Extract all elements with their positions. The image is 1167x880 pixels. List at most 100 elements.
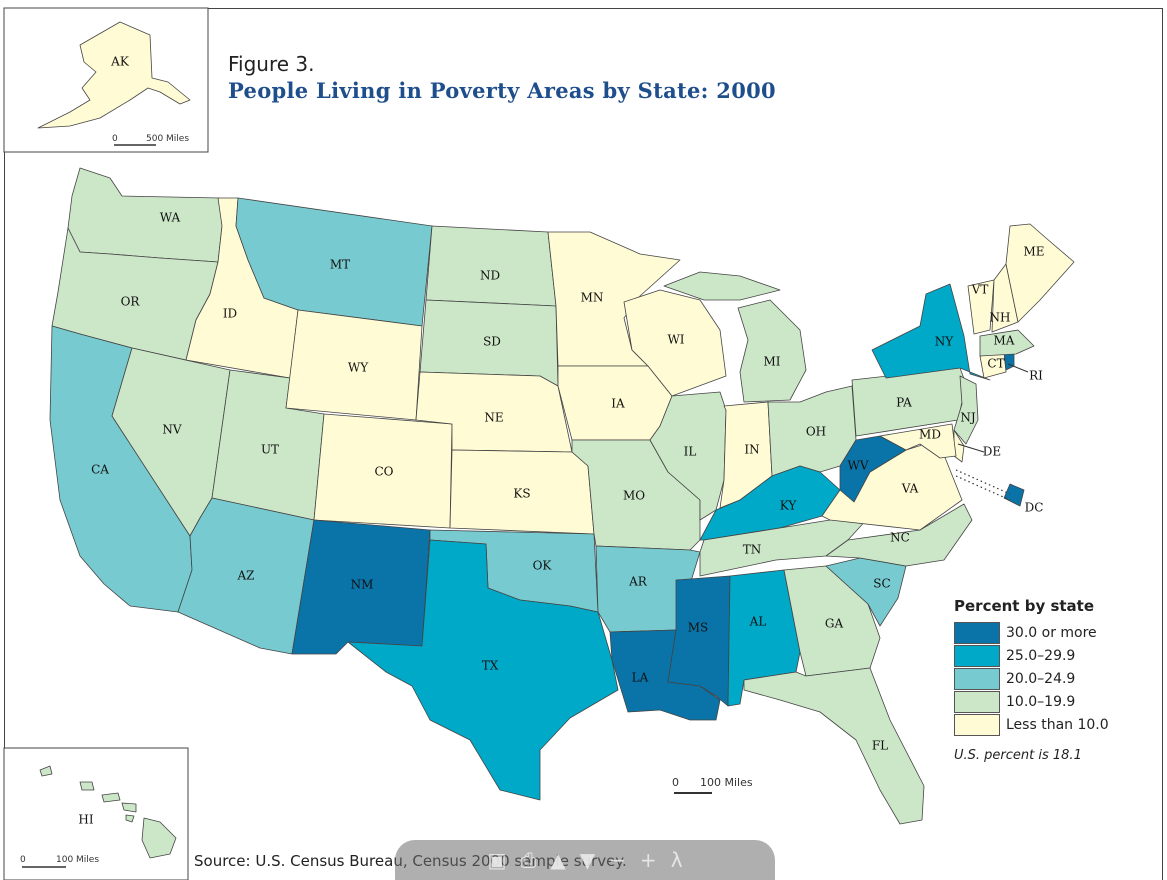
label-nj: NJ	[960, 411, 976, 425]
state-dc[interactable]	[1003, 483, 1025, 507]
legend-label-3: 10.0–19.9	[1006, 693, 1076, 710]
state-wa[interactable]	[67, 167, 223, 263]
state-ny[interactable]	[871, 283, 991, 381]
legend: Percent by state 30.0 or more 25.0–29.9 …	[954, 597, 1154, 763]
label-nv: NV	[162, 423, 182, 437]
label-ri: RI	[1029, 369, 1043, 383]
legend-swatch-0	[954, 621, 1000, 644]
label-ar: AR	[628, 575, 648, 589]
label-ny: NY	[935, 335, 955, 349]
print-icon[interactable]: ⎙	[520, 848, 537, 872]
label-nd: ND	[480, 269, 500, 283]
label-ca: CA	[91, 463, 109, 477]
label-wi: WI	[667, 333, 684, 347]
label-al: AL	[749, 615, 767, 629]
label-nc: NC	[890, 531, 910, 545]
figure-label: Figure 3.	[228, 52, 315, 76]
label-in: IN	[744, 443, 759, 457]
hawaii-inset-box	[3, 747, 189, 880]
state-nc[interactable]	[825, 503, 973, 567]
label-wv: WV	[848, 459, 869, 473]
label-nh: NH	[990, 311, 1011, 325]
label-md: MD	[919, 428, 941, 442]
state-ak[interactable]	[37, 21, 191, 129]
legend-label-0: 30.0 or more	[1006, 624, 1097, 641]
label-mo: MO	[623, 489, 645, 503]
state-nd[interactable]	[425, 225, 557, 307]
label-hi: HI	[78, 813, 93, 827]
label-sd: SD	[483, 335, 501, 349]
legend-row-0: 30.0 or more	[954, 621, 1154, 644]
page-up-icon[interactable]: ▲	[550, 848, 566, 872]
label-or: OR	[121, 295, 141, 309]
state-tx[interactable]	[347, 539, 619, 801]
main-scale-zero: 0	[672, 776, 679, 789]
ri-leader-line	[1007, 363, 1029, 373]
label-ma: MA	[994, 334, 1015, 348]
hawaii-scale-bar: 0 100 Miles	[20, 855, 99, 868]
label-co: CO	[374, 465, 393, 479]
legend-label-1: 25.0–29.9	[1006, 647, 1076, 664]
state-mi[interactable]	[663, 271, 807, 403]
label-vt: VT	[971, 283, 989, 297]
alaska-scale-bar: 0 500 Miles	[112, 134, 189, 146]
legend-title: Percent by state	[954, 597, 1095, 615]
label-ut: UT	[261, 443, 279, 457]
label-mt: MT	[330, 258, 350, 272]
legend-row-4: Less than 10.0	[954, 713, 1154, 736]
label-tx: TX	[482, 659, 499, 673]
label-pa: PA	[896, 396, 912, 410]
label-ks: KS	[513, 487, 530, 501]
legend-swatch-2	[954, 667, 1000, 690]
label-nm: NM	[351, 578, 374, 592]
state-vt[interactable]	[967, 279, 995, 335]
state-me[interactable]	[1005, 223, 1075, 323]
pdf-viewer-toolbar[interactable]: ▣ ⎙ ▲ ▼ − + λ	[395, 840, 775, 880]
main-scale-bar: 0 100 Miles	[672, 776, 753, 794]
hawaii-scale-zero: 0	[20, 855, 26, 865]
label-mn: MN	[581, 291, 604, 305]
alaska-scale-distance: 500 Miles	[146, 134, 189, 144]
legend-note: U.S. percent is 18.1	[954, 748, 1082, 763]
label-sc: SC	[873, 577, 890, 591]
state-ma[interactable]	[979, 329, 1035, 357]
label-ak: AK	[110, 55, 130, 69]
page-down-icon[interactable]: ▼	[579, 848, 596, 872]
legend-row-3: 10.0–19.9	[954, 690, 1154, 713]
label-az: AZ	[236, 569, 254, 583]
state-tn[interactable]	[699, 517, 869, 577]
label-id: ID	[223, 307, 237, 321]
label-fl: FL	[872, 739, 888, 753]
legend-swatch-3	[954, 690, 1000, 713]
label-wy: WY	[348, 361, 369, 375]
dc-leader-line	[955, 469, 1011, 495]
label-wa: WA	[160, 211, 181, 225]
label-de: DE	[983, 445, 1001, 459]
state-hi[interactable]	[39, 765, 177, 859]
label-la: LA	[632, 671, 649, 685]
save-icon[interactable]: ▣	[487, 848, 507, 872]
state-il[interactable]	[649, 391, 727, 521]
label-il: IL	[684, 445, 697, 459]
label-ky: KY	[780, 499, 798, 513]
label-va: VA	[901, 482, 919, 496]
state-nj[interactable]	[953, 375, 979, 445]
label-oh: OH	[806, 425, 826, 439]
legend-swatch-1	[954, 644, 1000, 667]
legend-swatch-4	[954, 713, 1000, 736]
de-leader-line	[957, 443, 985, 453]
zoom-out-icon[interactable]: −	[609, 848, 626, 872]
state-fl[interactable]	[743, 667, 925, 825]
state-wv[interactable]	[839, 435, 907, 503]
legend-row-1: 25.0–29.9	[954, 644, 1154, 667]
state-wi[interactable]	[623, 289, 727, 397]
zoom-in-icon[interactable]: +	[639, 848, 657, 872]
dc-leader-line-2	[955, 475, 1011, 501]
legend-label-4: Less than 10.0	[1006, 716, 1109, 733]
hawaii-scale-distance: 100 Miles	[56, 855, 99, 865]
state-mn[interactable]	[547, 231, 681, 367]
state-md[interactable]	[879, 423, 957, 459]
main-scale-distance: 100 Miles	[700, 776, 753, 789]
acrobat-icon[interactable]: λ	[670, 848, 683, 872]
label-ct: CT	[987, 357, 1004, 371]
